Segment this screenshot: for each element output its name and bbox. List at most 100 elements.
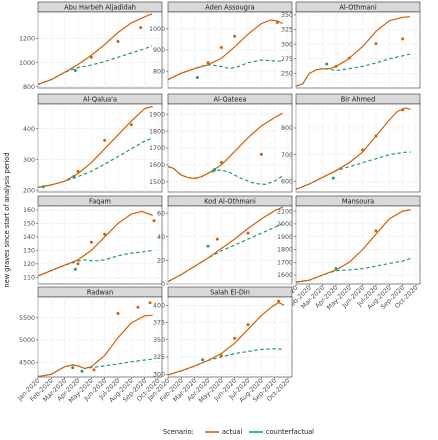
y-tick-label: 150 <box>23 221 35 228</box>
panel-background <box>167 296 293 378</box>
actual-line <box>295 209 411 283</box>
y-tick-label: 375 <box>153 320 165 327</box>
panel-background <box>295 205 421 285</box>
legend: Scenario: actual counterfactual <box>163 428 314 436</box>
counterfactual-point <box>195 75 199 79</box>
y-tick-label: 1500 <box>149 179 165 186</box>
panel-bir-ahmed: Bir Ahmed 600 700 800 <box>281 93 421 193</box>
actual-line <box>167 301 285 376</box>
counterfactual-point <box>72 175 76 179</box>
actual-point <box>103 138 107 142</box>
actual-point <box>129 123 133 127</box>
actual-line <box>167 112 283 180</box>
y-tick-label: 600 <box>281 179 293 186</box>
panel-title: Al-Othmani <box>339 3 377 11</box>
panel-title: Kod Al-Othmani <box>204 197 256 205</box>
y-tick-label: 5500 <box>19 315 35 322</box>
actual-point <box>136 305 140 309</box>
counterfactual-point <box>73 69 77 73</box>
y-tick-label: 110 <box>23 274 35 281</box>
y-tick-label: 1000 <box>149 26 165 33</box>
y-tick-label: 1000 <box>19 60 35 67</box>
counterfactual-point <box>334 267 338 271</box>
actual-point <box>206 61 210 65</box>
panel-title: Mansoura <box>342 197 374 205</box>
legend-title: Scenario: <box>163 428 194 436</box>
actual-point <box>103 232 107 236</box>
y-tick-label: 1700 <box>277 259 293 266</box>
panel-al-othmani: Al-Othmani 250 275 300 325 350 <box>281 1 421 89</box>
y-tick-label: 5000 <box>19 337 35 344</box>
y-tick-label: 1600 <box>149 162 165 169</box>
y-tick-label: 275 <box>281 56 293 63</box>
actual-point <box>374 229 378 233</box>
actual-point <box>347 56 351 60</box>
actual-line <box>37 210 153 277</box>
actual-line <box>37 105 153 188</box>
actual-point <box>246 323 250 327</box>
counterfactual-line <box>167 223 283 283</box>
panel-aden-assougra: Aden Assougra 800 900 1000 <box>149 1 293 89</box>
actual-point <box>89 55 93 59</box>
actual-point <box>219 354 223 358</box>
y-tick-label: 700 <box>281 152 293 159</box>
y-tick-label: 300 <box>281 41 293 48</box>
counterfactual-point <box>73 267 77 271</box>
y-tick-label: 325 <box>281 27 293 34</box>
actual-point <box>89 240 93 244</box>
counterfactual-line <box>167 166 284 186</box>
y-tick-label: 800 <box>153 68 165 75</box>
y-tick-label: 1900 <box>277 234 293 241</box>
actual-point <box>152 219 156 223</box>
y-tick-label: 900 <box>153 47 165 54</box>
legend-label-actual: actual <box>222 428 242 436</box>
counterfactual-point <box>325 62 329 66</box>
actual-point <box>215 237 219 241</box>
panel-al-qalua-a: Al-Qalua'a 200 300 400 <box>23 93 163 195</box>
actual-line <box>37 314 153 378</box>
y-tick-label: 140 <box>23 234 35 241</box>
counterfactual-point <box>201 358 205 362</box>
y-tick-label: 200 <box>23 188 35 195</box>
actual-point <box>76 169 80 173</box>
y-tick-label: 1800 <box>277 247 293 254</box>
y-tick-label: 120 <box>23 261 35 268</box>
panel-background <box>295 103 421 193</box>
actual-point <box>92 368 96 372</box>
y-tick-label: 0 <box>161 281 165 288</box>
y-tick-label: 20 <box>157 258 165 265</box>
y-tick-label: 160 <box>23 207 35 214</box>
panel-background <box>37 296 163 378</box>
counterfactual-point <box>71 366 75 370</box>
actual-point <box>401 108 405 112</box>
y-axis-label: new graves since start of analysis perio… <box>3 152 11 287</box>
panel-abu-harbeh-aljadidah: Abu Harbeh Aljadidah 800 1000 1200 <box>19 1 163 91</box>
panel-title: Faqam <box>89 197 111 205</box>
actual-point <box>219 160 223 164</box>
panel-kod-al-othmani: Kod Al-Othmani 0 20 40 60 <box>157 195 293 288</box>
actual-point <box>148 301 152 305</box>
panel-background <box>37 103 163 193</box>
panel-faqam: Faqam 110 120 130 140 150 160 <box>23 195 163 285</box>
counterfactual-point <box>41 185 45 189</box>
counterfactual-point <box>331 176 335 180</box>
actual-line <box>295 107 411 190</box>
panel-title: Al-Qalua'a <box>83 95 117 103</box>
counterfactual-point <box>80 369 84 373</box>
actual-point <box>233 34 237 38</box>
counterfactual-point <box>213 168 217 172</box>
panel-title: Abu Harbeh Aljadidah <box>64 3 136 11</box>
y-tick-label: 1900 <box>149 111 165 118</box>
legend-label-counterfactual: counterfactual <box>266 428 314 436</box>
actual-line <box>295 16 411 87</box>
panel-title: Al-Qateea <box>214 95 247 103</box>
actual-point <box>334 64 338 68</box>
actual-point <box>259 152 263 156</box>
y-tick-label: 40 <box>157 234 165 241</box>
actual-point <box>361 148 365 152</box>
y-tick-label: 400 <box>153 302 165 309</box>
y-tick-label: 1800 <box>149 128 165 135</box>
actual-line <box>167 19 283 81</box>
actual-line <box>167 206 283 283</box>
